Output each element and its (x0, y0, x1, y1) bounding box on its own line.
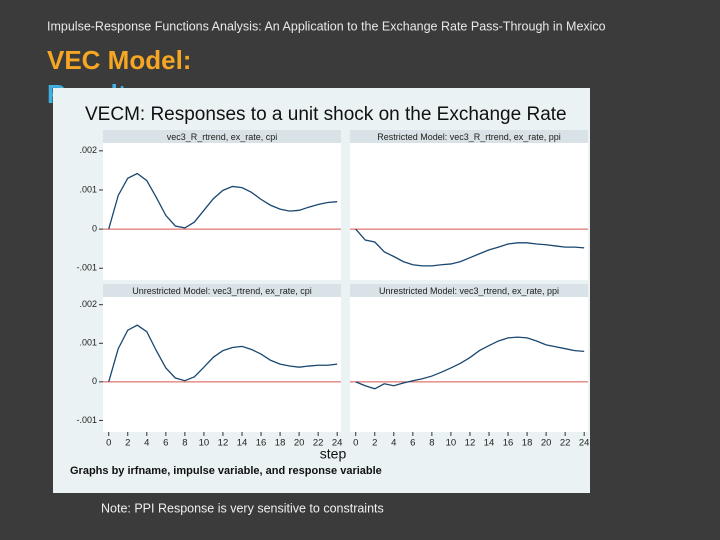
plot-area (350, 143, 588, 280)
x-tick-label: 20 (541, 438, 552, 449)
x-tick-label: 8 (182, 438, 187, 449)
y-tick-label: .001 (79, 184, 97, 194)
response-line (355, 228, 585, 267)
x-tick-label: 12 (465, 438, 476, 449)
figure-note: Graphs by irfname, impulse variable, and… (70, 465, 382, 477)
x-tick-label: 14 (484, 438, 495, 449)
x-tick-label: 12 (218, 438, 229, 449)
panel-title-strip (103, 130, 341, 143)
panel-title: Unrestricted Model: vec3_rtrend, ex_rate… (132, 286, 312, 296)
panel-title: Restricted Model: vec3_R_rtrend, ex_rate… (377, 132, 561, 142)
y-tick-label: .001 (79, 338, 97, 348)
plot-area (350, 297, 588, 432)
x-tick-label: 16 (503, 438, 514, 449)
x-tick-label: 4 (144, 438, 149, 449)
slide-footnote: Note: PPI Response is very sensitive to … (101, 501, 384, 515)
x-tick-label: 2 (125, 438, 130, 449)
panel-title-strip (350, 130, 588, 143)
x-tick-label: 24 (579, 438, 590, 449)
x-tick-label: 2 (372, 438, 377, 449)
panel-title: Unrestricted Model: vec3_rtrend, ex_rate… (379, 286, 559, 296)
y-tick-label: -.001 (76, 415, 97, 425)
x-tick-label: 18 (522, 438, 533, 449)
x-tick-label: 0 (106, 438, 111, 449)
x-axis-label: step (320, 446, 347, 462)
response-line (355, 336, 585, 390)
x-tick-label: 6 (163, 438, 168, 449)
x-tick-label: 8 (429, 438, 434, 449)
panel-title: vec3_R_rtrend, ex_rate, cpi (167, 132, 278, 142)
panel-title-strip (103, 284, 341, 297)
x-tick-label: 4 (391, 438, 396, 449)
y-tick-label: .002 (79, 145, 97, 155)
x-tick-label: 24 (332, 438, 343, 449)
x-tick-label: 0 (353, 438, 358, 449)
slide-header: Impulse-Response Functions Analysis: An … (47, 19, 606, 33)
response-line (108, 324, 338, 383)
slide-title: VEC Model: (47, 45, 191, 75)
x-tick-label: 6 (410, 438, 415, 449)
x-tick-label: 18 (275, 438, 286, 449)
plot-area (103, 143, 341, 280)
figure-title: VECM: Responses to a unit shock on the E… (85, 104, 567, 125)
y-tick-label: 0 (92, 376, 97, 386)
x-tick-label: 10 (199, 438, 210, 449)
x-tick-label: 16 (256, 438, 267, 449)
panel-title-strip (350, 284, 588, 297)
x-tick-label: 22 (560, 438, 571, 449)
y-tick-label: .002 (79, 299, 97, 309)
y-tick-label: -.001 (76, 263, 97, 273)
x-tick-label: 10 (446, 438, 457, 449)
x-tick-label: 14 (237, 438, 248, 449)
x-tick-label: 22 (313, 438, 324, 449)
plot-area (103, 297, 341, 432)
response-line (108, 172, 338, 230)
y-tick-label: 0 (92, 223, 97, 233)
x-tick-label: 20 (294, 438, 305, 449)
